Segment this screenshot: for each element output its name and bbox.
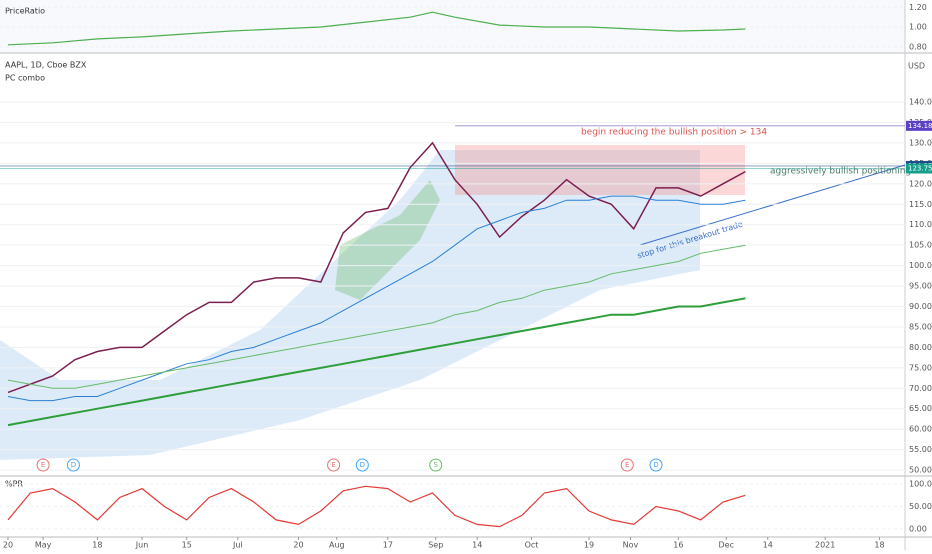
series-line: [7, 11, 746, 46]
x-tick-label: 20: [293, 541, 303, 550]
event-label: E: [41, 461, 45, 469]
y-tick-label: 70.00: [909, 384, 932, 393]
y-tick-label: 0.80: [909, 42, 927, 51]
y-tick-label: 60.00: [909, 425, 932, 434]
x-tick-label: Sep: [428, 541, 443, 550]
x-tick-label: 19: [584, 541, 594, 550]
trendline: [639, 164, 906, 246]
y-tick-label: 75.00: [909, 363, 932, 372]
x-tick-label: Oct: [525, 541, 539, 550]
x-tick-label: Aug: [329, 541, 345, 550]
x-tick-label: Jun: [135, 541, 149, 550]
panel-title: AAPL, 1D, Cboe BZX: [5, 61, 87, 70]
x-tick-label: 16: [673, 541, 683, 550]
event-marker: [429, 458, 443, 472]
cloud-green: [335, 180, 440, 300]
y-tick-label: 100.00: [909, 480, 932, 489]
y-tick-label: 1.00: [909, 23, 927, 32]
panel-title: PriceRatio: [5, 7, 45, 16]
unit: USD: [908, 62, 925, 71]
y-tick-label: 115.00: [909, 200, 932, 209]
y-tick-label: 90.00: [909, 302, 932, 311]
event-label: E: [625, 461, 629, 469]
price-label-bg: [906, 120, 932, 131]
event-marker: [649, 458, 663, 472]
series-line: [7, 141, 746, 394]
y-tick-label: 110.00: [909, 220, 932, 229]
y-tick-label: 85.00: [909, 322, 932, 331]
event-label: E: [331, 461, 335, 469]
price-label-bg: [906, 163, 932, 174]
series-line: [7, 485, 746, 528]
y-tick-label: 1.20: [909, 3, 927, 12]
cloud: [0, 150, 700, 460]
x-tick-label: 2021: [815, 541, 835, 550]
x-tick-label: Nov: [623, 541, 639, 550]
y-tick-label: 120.00: [909, 179, 932, 188]
series-line: [7, 297, 746, 427]
y-tick-label: 80.00: [909, 343, 932, 352]
price-label: 134.18: [908, 122, 932, 130]
x-tick-label: May: [35, 541, 52, 550]
x-tick-label: 14: [763, 541, 773, 550]
x-tick-label: 18: [92, 541, 102, 550]
series-line: [7, 195, 746, 402]
series-line: [7, 244, 746, 389]
x-tick-label: Jul: [232, 541, 243, 550]
event-marker: [620, 458, 634, 472]
y-tick-label: 95.00: [909, 282, 932, 291]
event-label: D: [653, 461, 658, 469]
x-tick-label: 17: [383, 541, 393, 550]
event-marker: [355, 458, 369, 472]
event-label: D: [360, 461, 365, 469]
y-tick-label: 50.00: [909, 502, 932, 511]
x-tick-label: 14: [472, 541, 482, 550]
x-tick-label: Dec: [718, 541, 733, 550]
event-label: D: [71, 461, 76, 469]
x-tick-label: 18: [874, 541, 884, 550]
y-tick-label: 50.00: [909, 466, 932, 475]
y-tick-label: 130.00: [909, 138, 932, 147]
resistance-zone: [455, 145, 745, 195]
x-tick-label: 15: [182, 541, 192, 550]
y-tick-label: 140.00: [909, 98, 932, 107]
y-tick-label: 105.00: [909, 241, 932, 250]
event-marker: [66, 458, 80, 472]
y-tick-label: 100.00: [909, 261, 932, 270]
price-label: 123.75: [908, 164, 932, 172]
event-marker: [36, 458, 50, 472]
y-tick-label: 55.00: [909, 445, 932, 454]
y-tick-label: 0.00: [909, 524, 927, 533]
annotation: begin reducing the bullish position > 13…: [581, 128, 767, 138]
panel-subtitle: PC combo: [5, 74, 45, 83]
ratio-panel: [0, 0, 905, 52]
x-tick-label: 20: [3, 541, 13, 550]
y-tick-label: 65.00: [909, 404, 932, 413]
annotation: aggressively bullish positioning if > 12…: [770, 167, 932, 177]
event-marker: [327, 458, 341, 472]
event-label: S: [434, 461, 439, 469]
